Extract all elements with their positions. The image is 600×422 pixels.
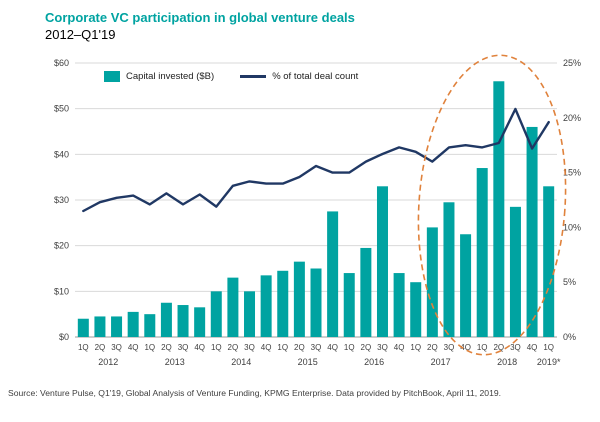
svg-text:$60: $60 [54,58,69,68]
svg-text:$10: $10 [54,286,69,296]
svg-text:3Q: 3Q [178,343,189,352]
svg-text:$40: $40 [54,149,69,159]
legend-item-capital: Capital invested ($B) [104,71,214,82]
svg-text:4Q: 4Q [327,343,338,352]
chart-area: $0 $10 $20 $30 $40 $50 $60 0% 5% 10% 15% 20% 25% 1Q 2Q… [0,47,600,382]
svg-text:1Q: 1Q [543,343,554,352]
svg-text:1Q: 1Q [211,343,222,352]
svg-text:4Q: 4Q [527,343,538,352]
svg-text:4Q: 4Q [460,343,471,352]
svg-text:5%: 5% [563,277,576,287]
svg-text:4Q: 4Q [261,343,272,352]
svg-text:2Q: 2Q [361,343,372,352]
chart-subtitle: 2012–Q1'19 [45,27,116,42]
svg-text:3Q: 3Q [510,343,521,352]
svg-text:15%: 15% [563,168,581,178]
svg-text:$30: $30 [54,195,69,205]
svg-text:2Q: 2Q [294,343,305,352]
svg-text:$20: $20 [54,241,69,251]
svg-text:2Q: 2Q [493,343,504,352]
svg-text:2Q: 2Q [228,343,239,352]
svg-text:1Q: 1Q [477,343,488,352]
capital-bar-swatch-icon [104,71,120,82]
svg-text:2012: 2012 [98,357,118,367]
svg-text:4Q: 4Q [394,343,405,352]
chart-canvas: $0 $10 $20 $30 $40 $50 $60 0% 5% 10% 15% 20% 25% 1Q 2Q… [54,54,581,367]
svg-text:0%: 0% [563,332,576,342]
deal-count-line-swatch-icon [240,75,267,78]
svg-text:2013: 2013 [165,357,185,367]
svg-text:25%: 25% [563,58,581,68]
chart-legend: Capital invested ($B) % of total deal co… [104,71,358,82]
svg-text:$50: $50 [54,104,69,114]
svg-text:1Q: 1Q [78,343,89,352]
svg-text:10%: 10% [563,222,581,232]
svg-text:2Q: 2Q [427,343,438,352]
svg-text:4Q: 4Q [194,343,205,352]
svg-text:1Q: 1Q [344,343,355,352]
svg-text:1Q: 1Q [144,343,155,352]
legend-deal-count-label: % of total deal count [272,71,359,82]
svg-text:2017: 2017 [431,357,451,367]
svg-text:3Q: 3Q [111,343,122,352]
svg-text:20%: 20% [563,113,581,123]
svg-text:3Q: 3Q [311,343,322,352]
svg-text:1Q: 1Q [410,343,421,352]
svg-text:3Q: 3Q [444,343,455,352]
chart-header: Corporate VC participation in global ven… [0,0,600,43]
svg-text:$0: $0 [59,332,69,342]
svg-text:3Q: 3Q [244,343,255,352]
legend-item-deal-count: % of total deal count [240,71,358,82]
svg-text:2019*: 2019* [537,357,561,367]
svg-text:2018: 2018 [497,357,517,367]
svg-text:2Q: 2Q [161,343,172,352]
svg-text:1Q: 1Q [277,343,288,352]
svg-text:2014: 2014 [231,357,251,367]
svg-text:2015: 2015 [298,357,318,367]
svg-text:4Q: 4Q [128,343,139,352]
svg-text:2016: 2016 [364,357,384,367]
svg-text:3Q: 3Q [377,343,388,352]
chart-title: Corporate VC participation in global ven… [45,10,355,25]
legend-capital-label: Capital invested ($B) [126,71,215,82]
svg-text:2Q: 2Q [95,343,106,352]
source-note: Source: Venture Pulse, Q1'19, Global Ana… [8,388,502,398]
